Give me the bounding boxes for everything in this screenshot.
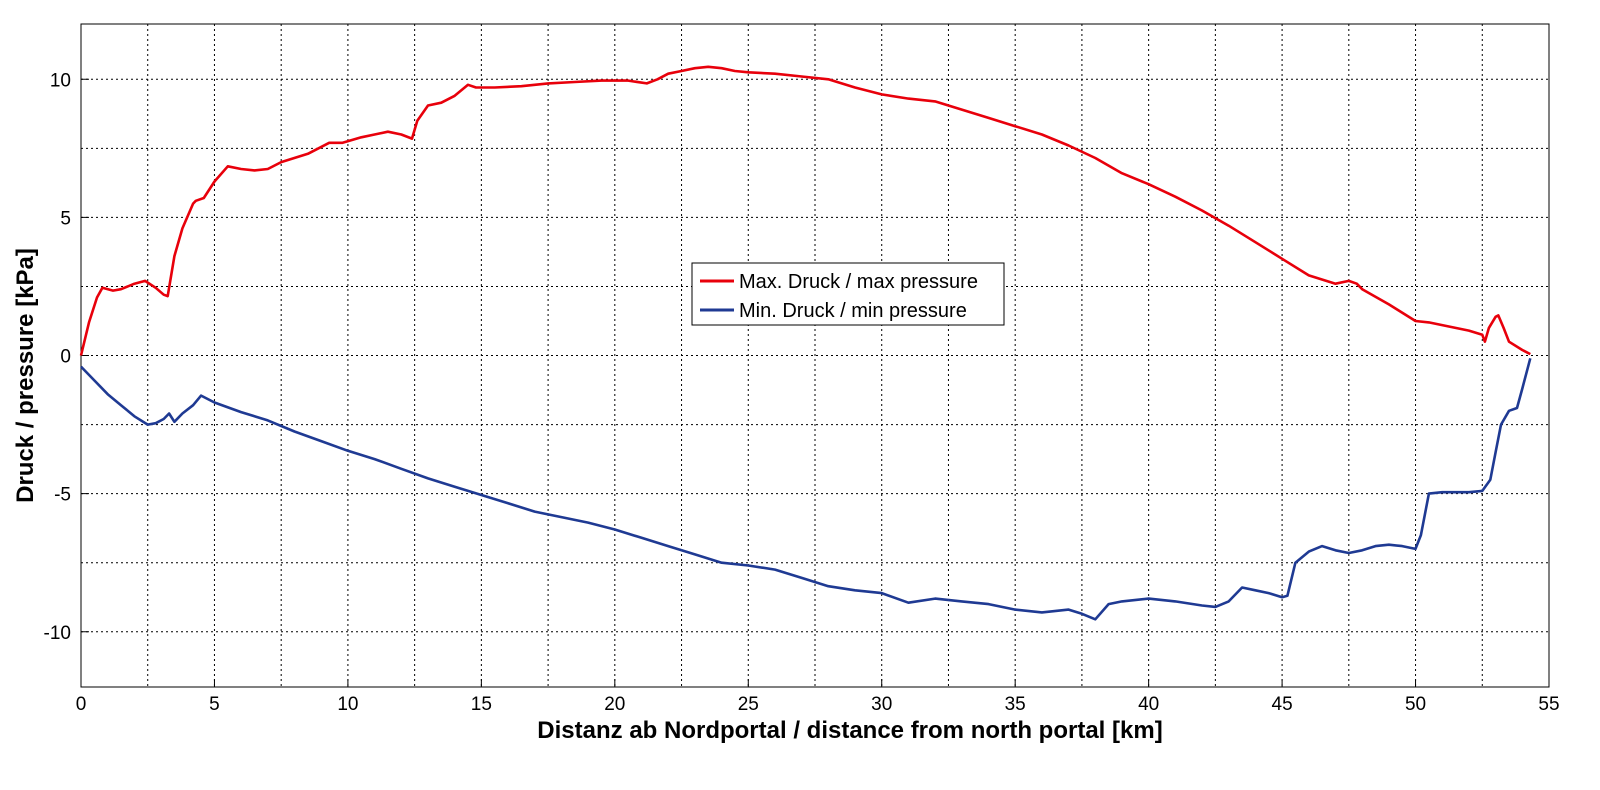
series-group xyxy=(79,65,1532,621)
x-tick-label: 5 xyxy=(209,694,220,715)
x-tick-label: 55 xyxy=(1538,694,1559,715)
legend-label-max-pressure: Max. Druck / max pressure xyxy=(739,271,978,293)
y-tick-label: 10 xyxy=(50,70,71,91)
x-tick-label: 35 xyxy=(1005,694,1026,715)
x-tick-label: 25 xyxy=(738,694,759,715)
series-line-min-pressure xyxy=(80,357,1532,621)
x-tick-label: 30 xyxy=(871,694,892,715)
x-axis: 0 5 10 15 20 25 30 35 40 45 50 55 xyxy=(76,679,1560,715)
legend-box xyxy=(691,262,1005,326)
legend: Max. Druck / max pressure Min. Druck / m… xyxy=(691,262,1005,326)
x-tick-label: 0 xyxy=(76,694,87,715)
y-axis: -10 -5 0 5 10 xyxy=(44,70,89,644)
grid xyxy=(81,24,1549,687)
x-tick-label: 50 xyxy=(1405,694,1426,715)
x-tick-label: 20 xyxy=(604,694,625,715)
legend-label-min-pressure: Min. Druck / min pressure xyxy=(739,300,967,322)
x-tick-label: 40 xyxy=(1138,694,1159,715)
y-tick-label: 0 xyxy=(60,347,71,368)
x-axis-title: Distanz ab Nordportal / distance from no… xyxy=(537,717,1162,744)
series-line-max-pressure xyxy=(79,65,1531,356)
y-tick-label: 5 xyxy=(60,208,71,229)
x-tick-label: 10 xyxy=(337,694,358,715)
x-tick-label: 15 xyxy=(471,694,492,715)
y-axis-title: Druck / pressure [kPa] xyxy=(12,248,39,503)
x-tick-label: 45 xyxy=(1272,694,1293,715)
y-tick-label: -10 xyxy=(44,623,71,644)
y-tick-label: -5 xyxy=(54,485,71,506)
